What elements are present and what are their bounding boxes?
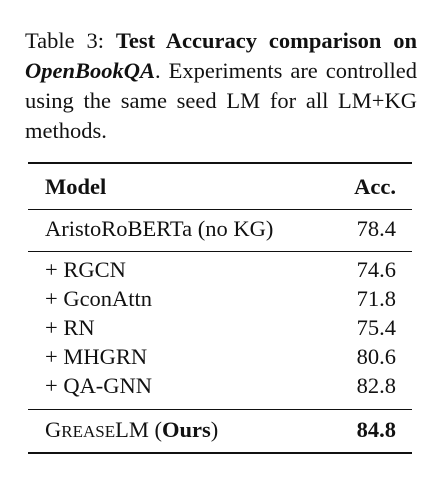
method-model: + RGCN [45, 257, 126, 282]
caption-dataset-name: OpenBookQA [25, 58, 156, 83]
table-row: + GconAttn 71.8 [28, 284, 412, 313]
method-model: + RN [45, 315, 95, 340]
ours-name-suffix: LM [115, 417, 149, 442]
method-accuracy: 74.6 [356, 257, 396, 282]
header-rule [28, 209, 412, 210]
bottom-rule [28, 452, 412, 454]
baseline-accuracy: 78.4 [356, 216, 396, 241]
header-row: Model Acc. [28, 172, 412, 201]
method-model: + GconAttn [45, 286, 153, 311]
ours-close-paren: ) [210, 417, 219, 442]
top-rule [28, 162, 412, 164]
header-accuracy: Acc. [354, 174, 396, 199]
baseline-rule [28, 251, 412, 252]
caption-bold-title: Test Accuracy comparison on [115, 28, 417, 53]
ours-open-paren: ( [148, 417, 162, 442]
table-row: + QA-GNN 82.8 [28, 371, 412, 400]
table-row: + RGCN 74.6 [28, 255, 412, 284]
caption-description: . Experiments are controlled using the s… [25, 58, 417, 143]
method-accuracy: 80.6 [356, 344, 396, 369]
method-accuracy: 82.8 [356, 373, 396, 398]
ours-label: Ours [161, 417, 211, 442]
methods-rule [28, 409, 412, 410]
caption-label: Table 3: [25, 28, 116, 53]
method-accuracy: 71.8 [356, 286, 396, 311]
table-row: + MHGRN 80.6 [28, 342, 412, 371]
baseline-row: AristoRoBERTa (no KG) 78.4 [28, 214, 412, 243]
ours-name-smallcaps: REASE [61, 422, 116, 441]
header-model: Model [45, 174, 107, 199]
method-model: + QA-GNN [45, 373, 153, 398]
ours-name-initial: G [45, 417, 62, 442]
ours-model: GREASELM (Ours) [45, 415, 218, 446]
method-model: + MHGRN [45, 344, 148, 369]
baseline-model: AristoRoBERTa (no KG) [45, 216, 274, 241]
table-caption: Table 3: Test Accuracy comparison on Ope… [25, 26, 417, 146]
table-row: + RN 75.4 [28, 313, 412, 342]
ours-row: GREASELM (Ours) 84.8 [28, 415, 412, 444]
method-accuracy: 75.4 [356, 315, 396, 340]
ours-accuracy: 84.8 [356, 417, 396, 442]
results-table: Model Acc. AristoRoBERTa (no KG) 78.4 + … [28, 162, 412, 454]
